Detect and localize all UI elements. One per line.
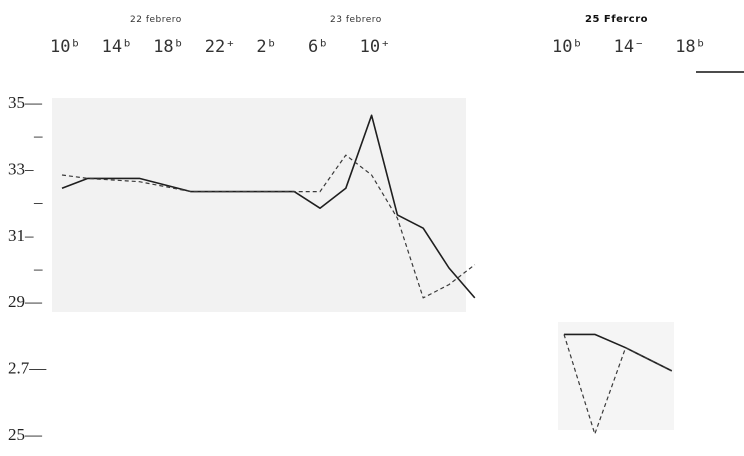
shaded-region-right	[558, 322, 674, 430]
dashed-series-line	[563, 334, 673, 435]
date-label-25-feb: 25 Ffercro	[585, 14, 648, 25]
date-label-23-feb: 23 febrero	[330, 15, 382, 25]
shaded-region-main	[52, 98, 466, 312]
data-series	[61, 114, 673, 435]
y-tick-label: 35—	[8, 93, 43, 112]
y-tick-label: –	[33, 193, 43, 212]
hour-tick-label: 10⁺	[360, 37, 391, 57]
hour-tick-label: 14⁻	[614, 37, 645, 57]
y-tick-label: 2.7—	[8, 359, 47, 378]
hour-tick-labels: 10ᵇ 14ᵇ 18ᵇ 22⁺ 2ᵇ 6ᵇ 10⁺ 10ᵇ 14⁻ 18ᵇ	[50, 37, 706, 57]
y-tick-label: –	[33, 126, 43, 145]
y-tick-label: –	[33, 259, 43, 278]
y-axis-tick-labels: 35— – 33– – 31– – 29— 2.7— 25—	[8, 93, 47, 444]
date-label-22-feb: 22 febrero	[130, 15, 182, 25]
hour-tick-label: 22⁺	[205, 37, 236, 57]
hour-tick-label: 14ᵇ	[102, 37, 133, 57]
y-tick-label: 29—	[8, 292, 43, 311]
hour-tick-label: 18ᵇ	[153, 37, 184, 57]
hour-tick-label: 6ᵇ	[308, 37, 328, 57]
hour-tick-label: 10ᵇ	[50, 37, 81, 57]
y-tick-label: 31–	[8, 226, 34, 245]
solid-series-line	[61, 114, 476, 299]
hour-tick-label: 2ᵇ	[256, 37, 276, 57]
hour-tick-label: 18ᵇ	[675, 37, 706, 57]
y-tick-label: 33–	[8, 159, 34, 178]
y-tick-label: 25—	[8, 425, 43, 444]
hour-tick-label: 10ᵇ	[552, 37, 583, 57]
solid-series-line	[564, 333, 673, 372]
dashed-series-line	[61, 154, 476, 299]
